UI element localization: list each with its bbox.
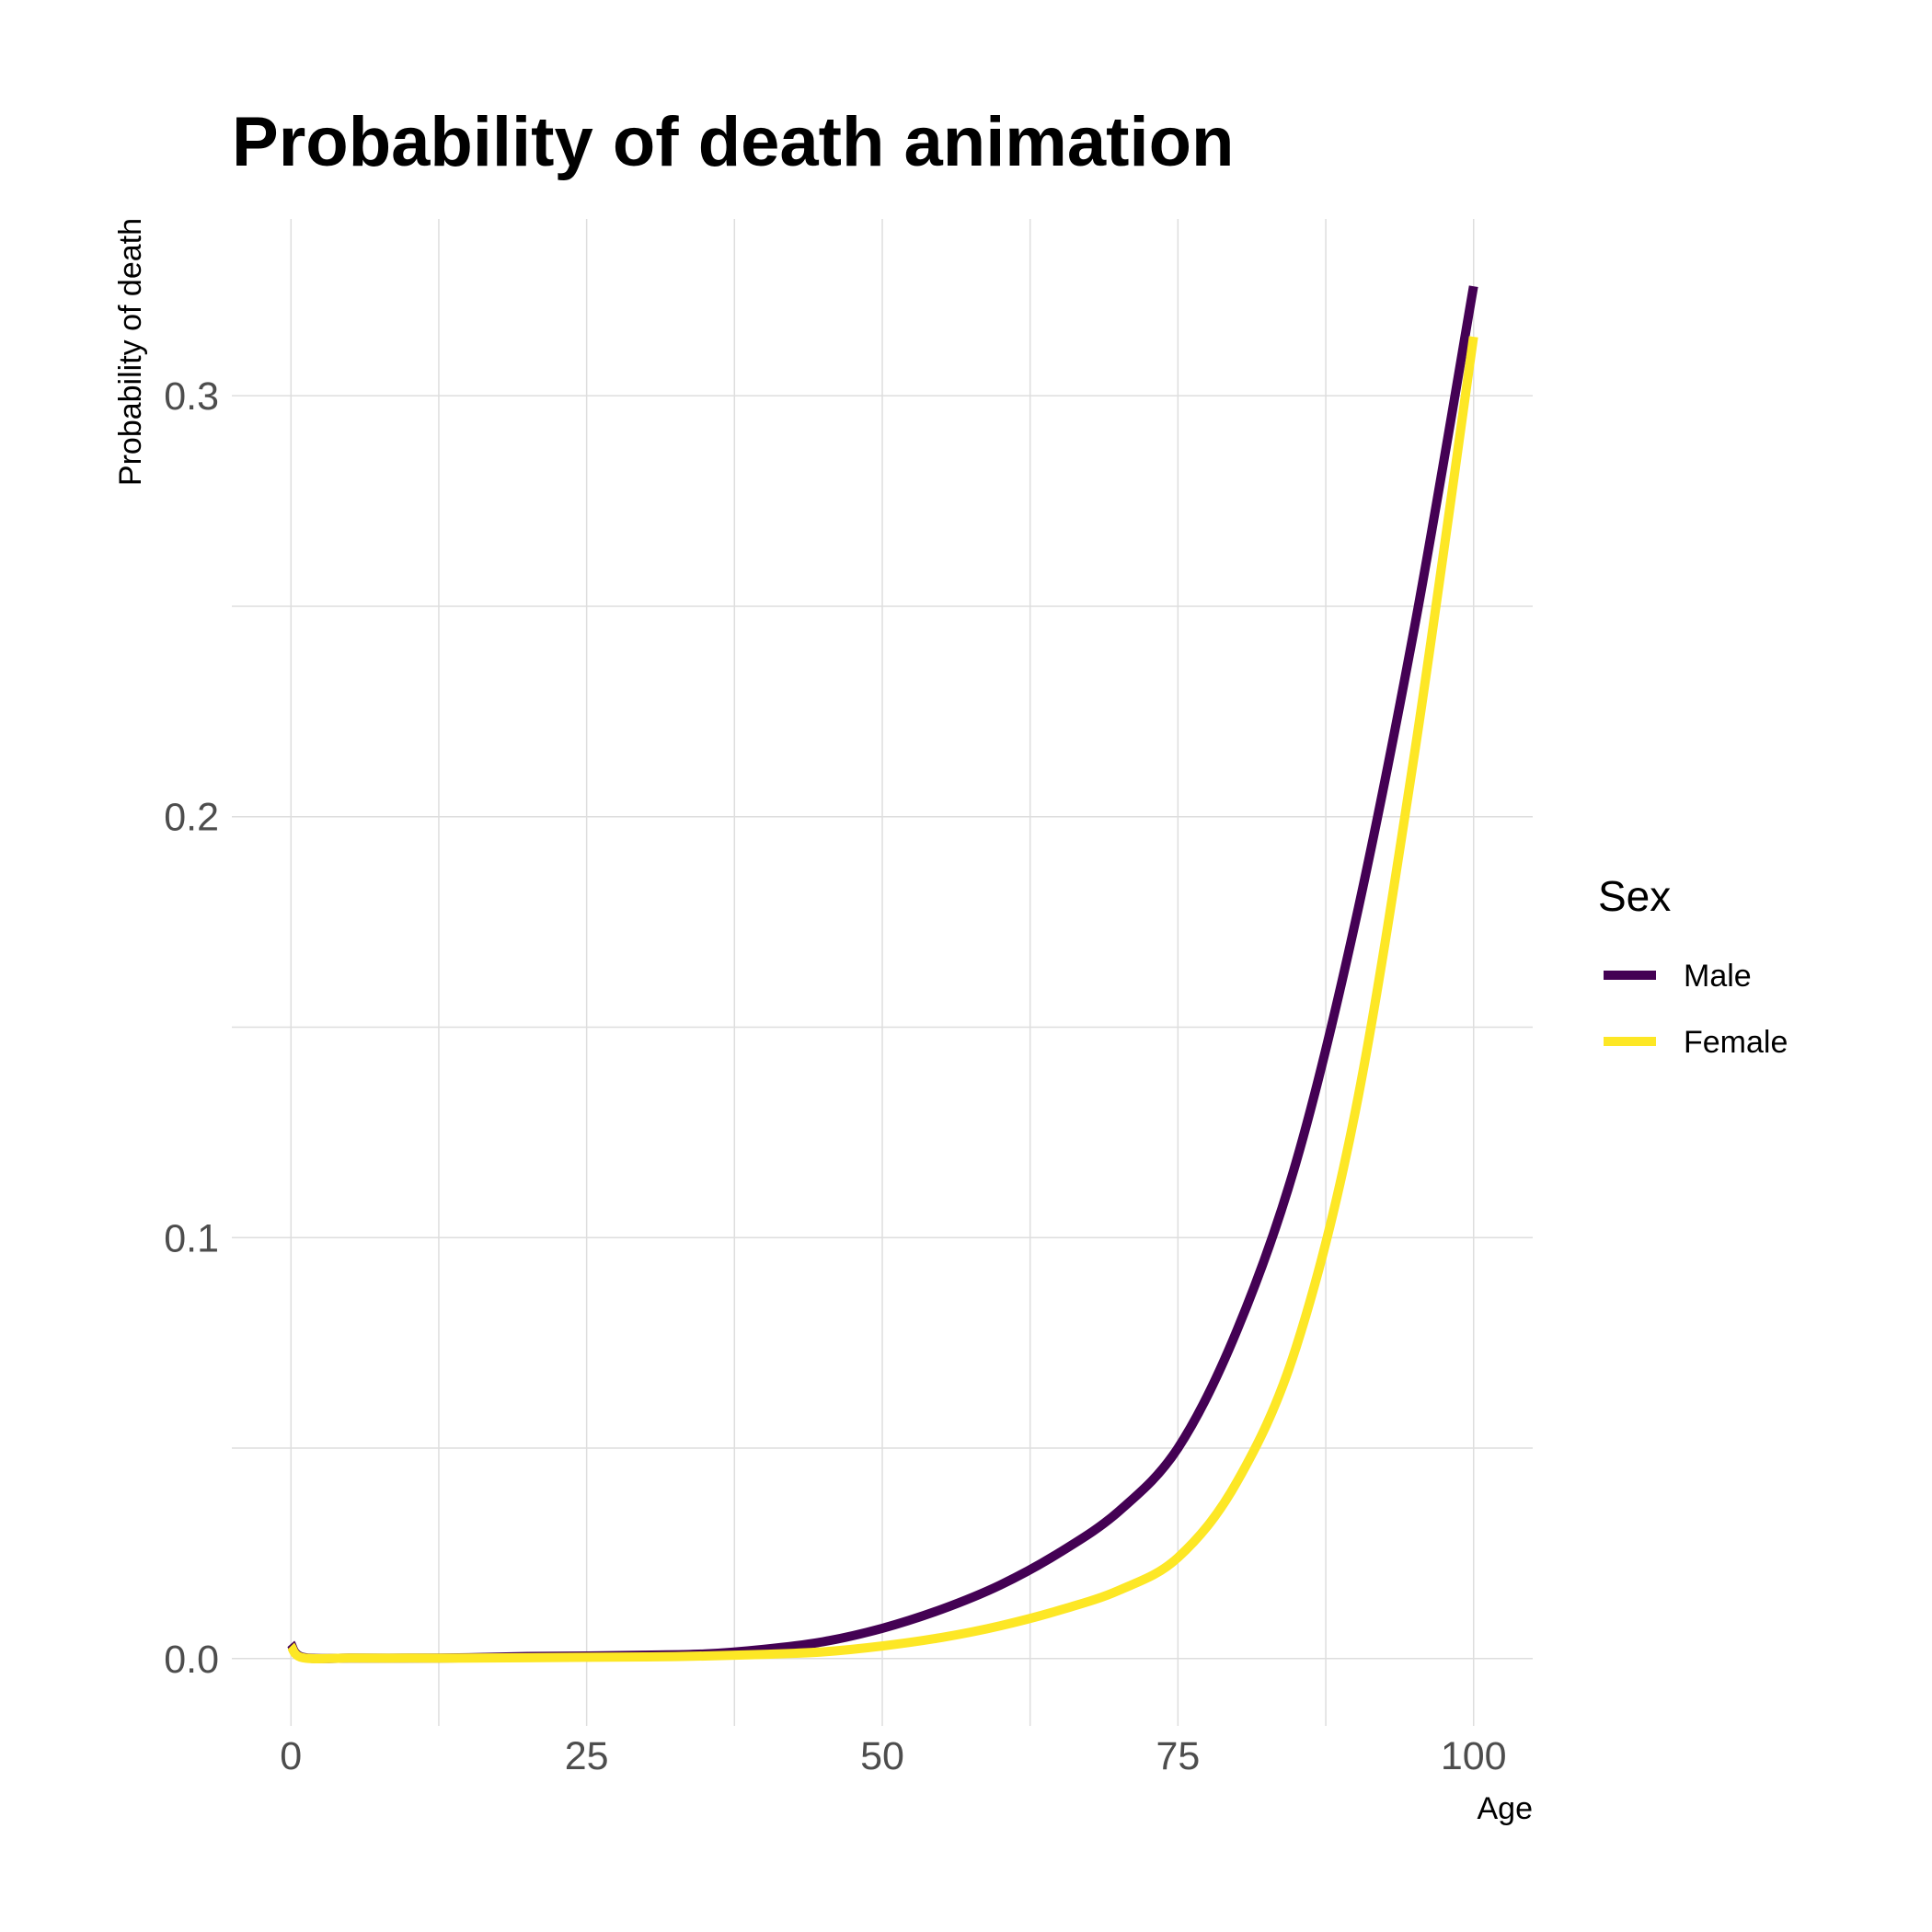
x-tick-label: 0 bbox=[280, 1734, 302, 1778]
y-tick-label: 0.2 bbox=[164, 796, 219, 840]
legend-label: Male bbox=[1684, 959, 1752, 994]
y-tick-label: 0.3 bbox=[164, 374, 219, 419]
legend-items: Male Female bbox=[1604, 959, 1788, 1060]
y-tick-label: 0.0 bbox=[164, 1638, 219, 1682]
legend: Sex Male Female bbox=[1598, 872, 1788, 1060]
y-axis-title: Probability of death bbox=[113, 218, 148, 486]
grid bbox=[232, 219, 1533, 1726]
x-tick-label: 50 bbox=[860, 1734, 904, 1778]
x-tick-label: 100 bbox=[1441, 1734, 1507, 1778]
legend-label: Female bbox=[1684, 1025, 1788, 1060]
legend-item-male: Male bbox=[1604, 959, 1752, 994]
x-tick-label: 25 bbox=[565, 1734, 609, 1778]
chart-title: Probability of death animation bbox=[232, 103, 1234, 181]
legend-item-female: Female bbox=[1604, 1025, 1788, 1060]
series-line-female bbox=[287, 336, 1478, 1663]
series-layer bbox=[286, 285, 1478, 1663]
x-axis-title: Age bbox=[1478, 1791, 1534, 1826]
legend-title: Sex bbox=[1598, 872, 1671, 920]
axis-ticks: 0 25 50 75 100 0.0 0.1 0.2 0.3 bbox=[164, 374, 1506, 1778]
x-tick-label: 75 bbox=[1156, 1734, 1200, 1778]
y-tick-label: 0.1 bbox=[164, 1216, 219, 1260]
